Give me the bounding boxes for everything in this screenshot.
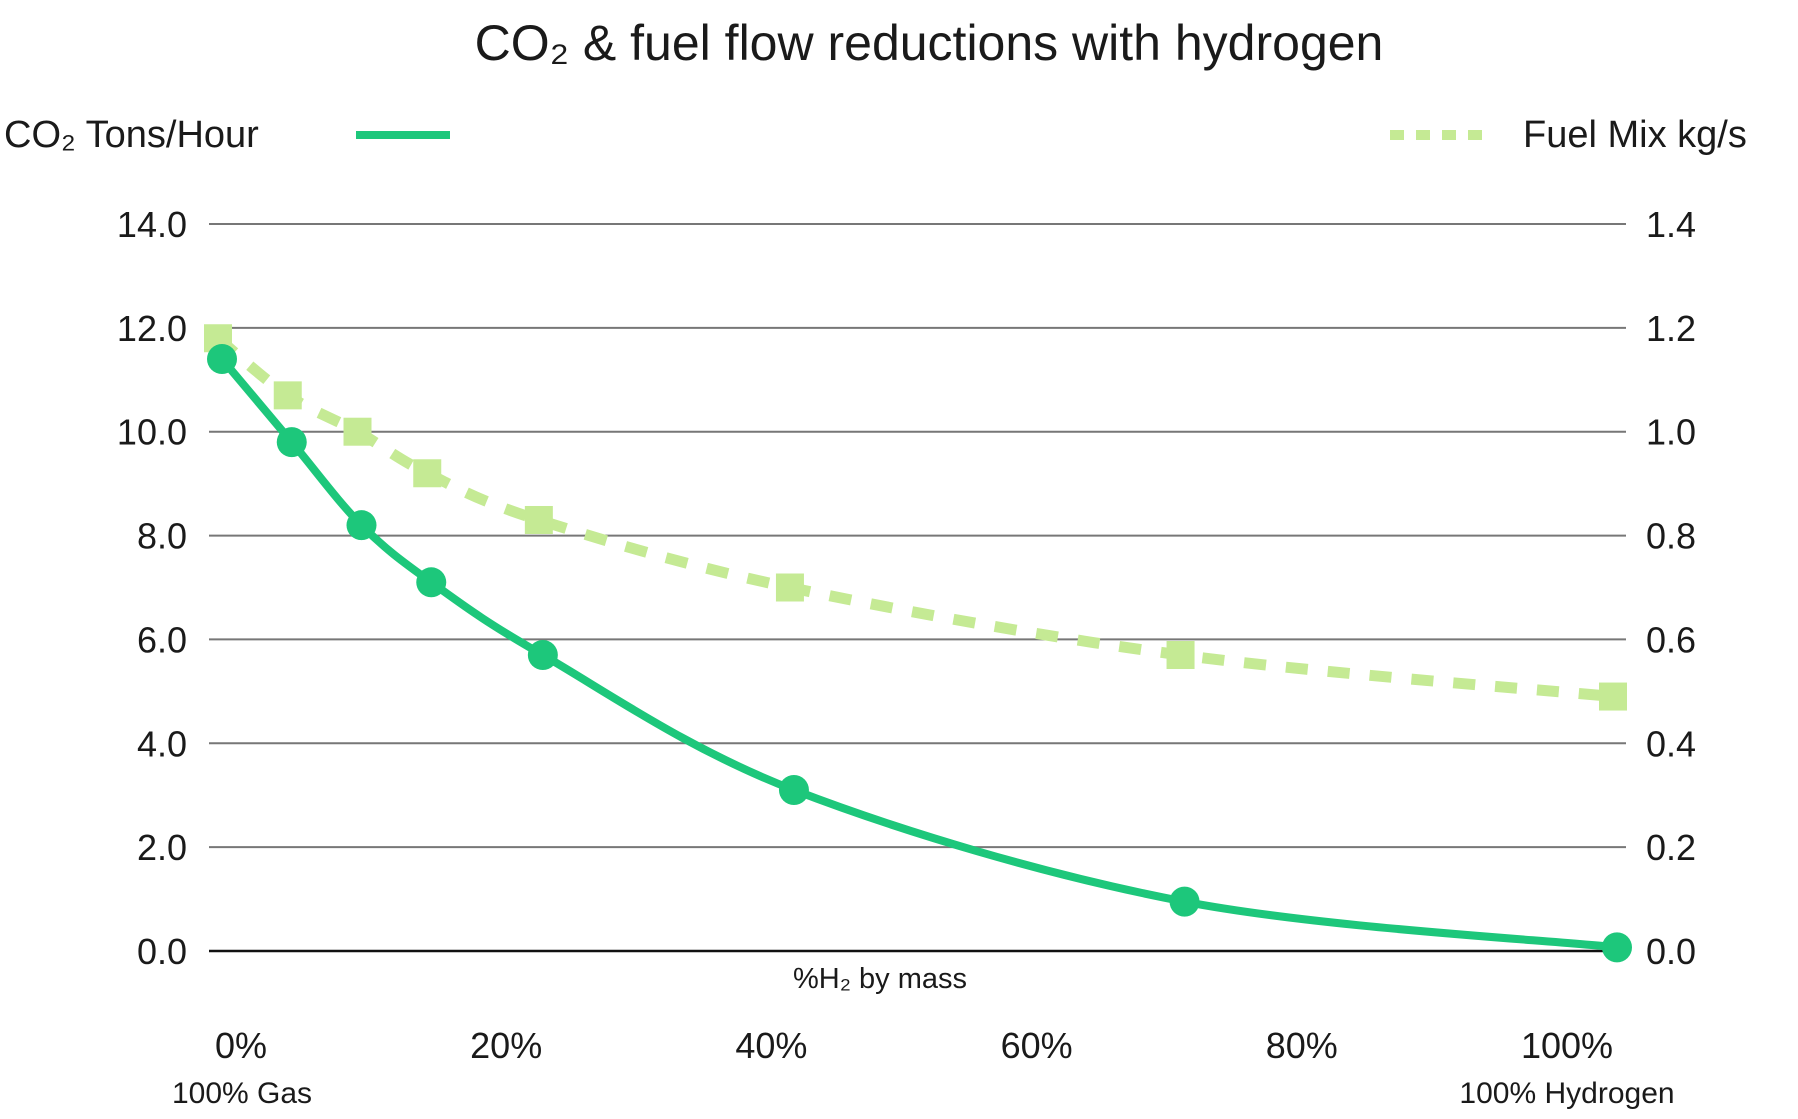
series-co2 [207, 344, 1632, 963]
data-point-circle [276, 427, 307, 458]
series-fuel [204, 324, 1627, 711]
data-point-square [775, 573, 804, 602]
y-left-tick-label: 2.0 [137, 827, 187, 868]
y-right-tick-label: 0.4 [1646, 723, 1696, 764]
x-axis-label: %H₂ by mass [793, 963, 967, 995]
data-point-circle [207, 344, 237, 375]
series-line [214, 333, 1614, 703]
legend-co2: CO₂ Tons/Hour [4, 114, 450, 156]
x-tick-label: 0% [215, 1025, 267, 1066]
y-right-tick-label: 0.2 [1646, 827, 1696, 868]
x-tick-label: 40% [735, 1025, 807, 1066]
y-right-tick-label: 1.4 [1646, 204, 1696, 245]
data-point-circle [1169, 886, 1200, 917]
data-point-square [273, 381, 302, 410]
y-right-tick-label: 1.2 [1646, 308, 1696, 349]
series [204, 324, 1632, 963]
y-right-tick-label: 1.0 [1646, 412, 1696, 453]
x-tick-label: 100% [1521, 1025, 1613, 1066]
gridlines [209, 223, 1626, 953]
x-tick-label: 20% [470, 1025, 542, 1066]
data-point-square [413, 459, 442, 488]
y-left-tick-label: 12.0 [117, 308, 187, 349]
series-line [218, 356, 1618, 952]
x-end-label-right: 100% Hydrogen [1459, 1077, 1674, 1110]
y-left-tick-label: 6.0 [137, 619, 187, 660]
y-right-tick-label: 0.0 [1646, 931, 1696, 972]
y-axis-left: 0.0 2.0 4.0 6.0 8.0 10.0 12.0 14.0 [117, 204, 187, 972]
y-left-tick-label: 10.0 [117, 412, 187, 453]
x-tick-label: 60% [1001, 1025, 1073, 1066]
legend-co2-label: CO₂ Tons/Hour [4, 114, 259, 156]
data-point-circle [1602, 932, 1632, 963]
y-left-tick-label: 4.0 [137, 723, 187, 764]
data-point-square [1599, 682, 1627, 711]
data-point-circle [527, 640, 558, 671]
y-right-tick-label: 0.8 [1646, 516, 1696, 557]
data-point-circle [778, 775, 809, 806]
y-right-tick-label: 0.6 [1646, 619, 1696, 660]
y-axis-right: 0.0 0.2 0.4 0.6 0.8 1.0 1.2 1.4 [1646, 204, 1696, 972]
legend-fuel-label: Fuel Mix kg/s [1523, 114, 1747, 156]
y-left-tick-label: 0.0 [137, 931, 187, 972]
y-left-tick-label: 14.0 [117, 204, 187, 245]
data-point-square [343, 417, 372, 446]
legend-fuel: Fuel Mix kg/s [1390, 114, 1747, 156]
data-point-circle [346, 510, 377, 541]
x-end-label-left: 100% Gas [172, 1077, 312, 1110]
data-point-square [524, 505, 553, 534]
data-point-square [1166, 641, 1195, 670]
x-tick-label: 80% [1266, 1025, 1338, 1066]
y-left-tick-label: 8.0 [137, 516, 187, 557]
data-point-circle [416, 567, 447, 598]
x-axis: 0% 20% 40% 60% 80% 100% [215, 1025, 1613, 1066]
chart-title: CO₂ & fuel flow reductions with hydrogen [475, 15, 1384, 71]
